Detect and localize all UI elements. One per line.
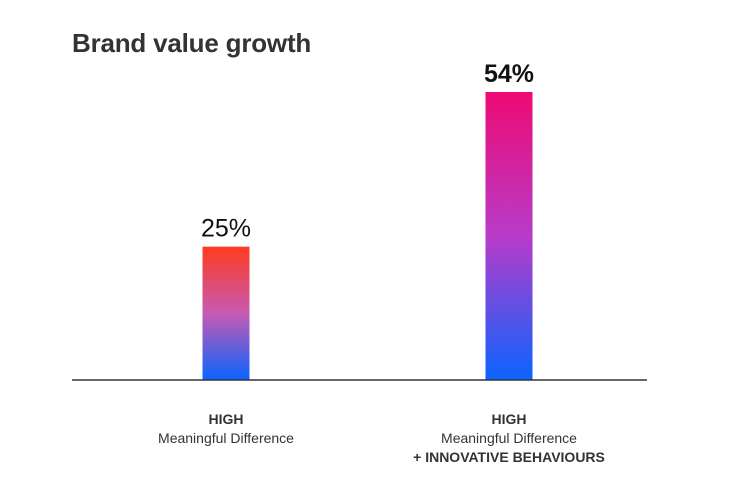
category-label-2-line-1: HIGH bbox=[492, 411, 527, 427]
category-label-2-line-3: + INNOVATIVE BEHAVIOURS bbox=[413, 449, 605, 465]
category-label-1-line-2: Meaningful Difference bbox=[158, 430, 294, 446]
value-label-2: 54% bbox=[484, 60, 534, 88]
chart-title: Brand value growth bbox=[72, 28, 312, 58]
category-label-2-line-2: Meaningful Difference bbox=[441, 430, 577, 446]
category-label-1-line-1: HIGH bbox=[209, 411, 244, 427]
bar-2 bbox=[485, 92, 533, 380]
value-label-1: 25% bbox=[201, 215, 251, 243]
bar-1 bbox=[202, 246, 250, 380]
